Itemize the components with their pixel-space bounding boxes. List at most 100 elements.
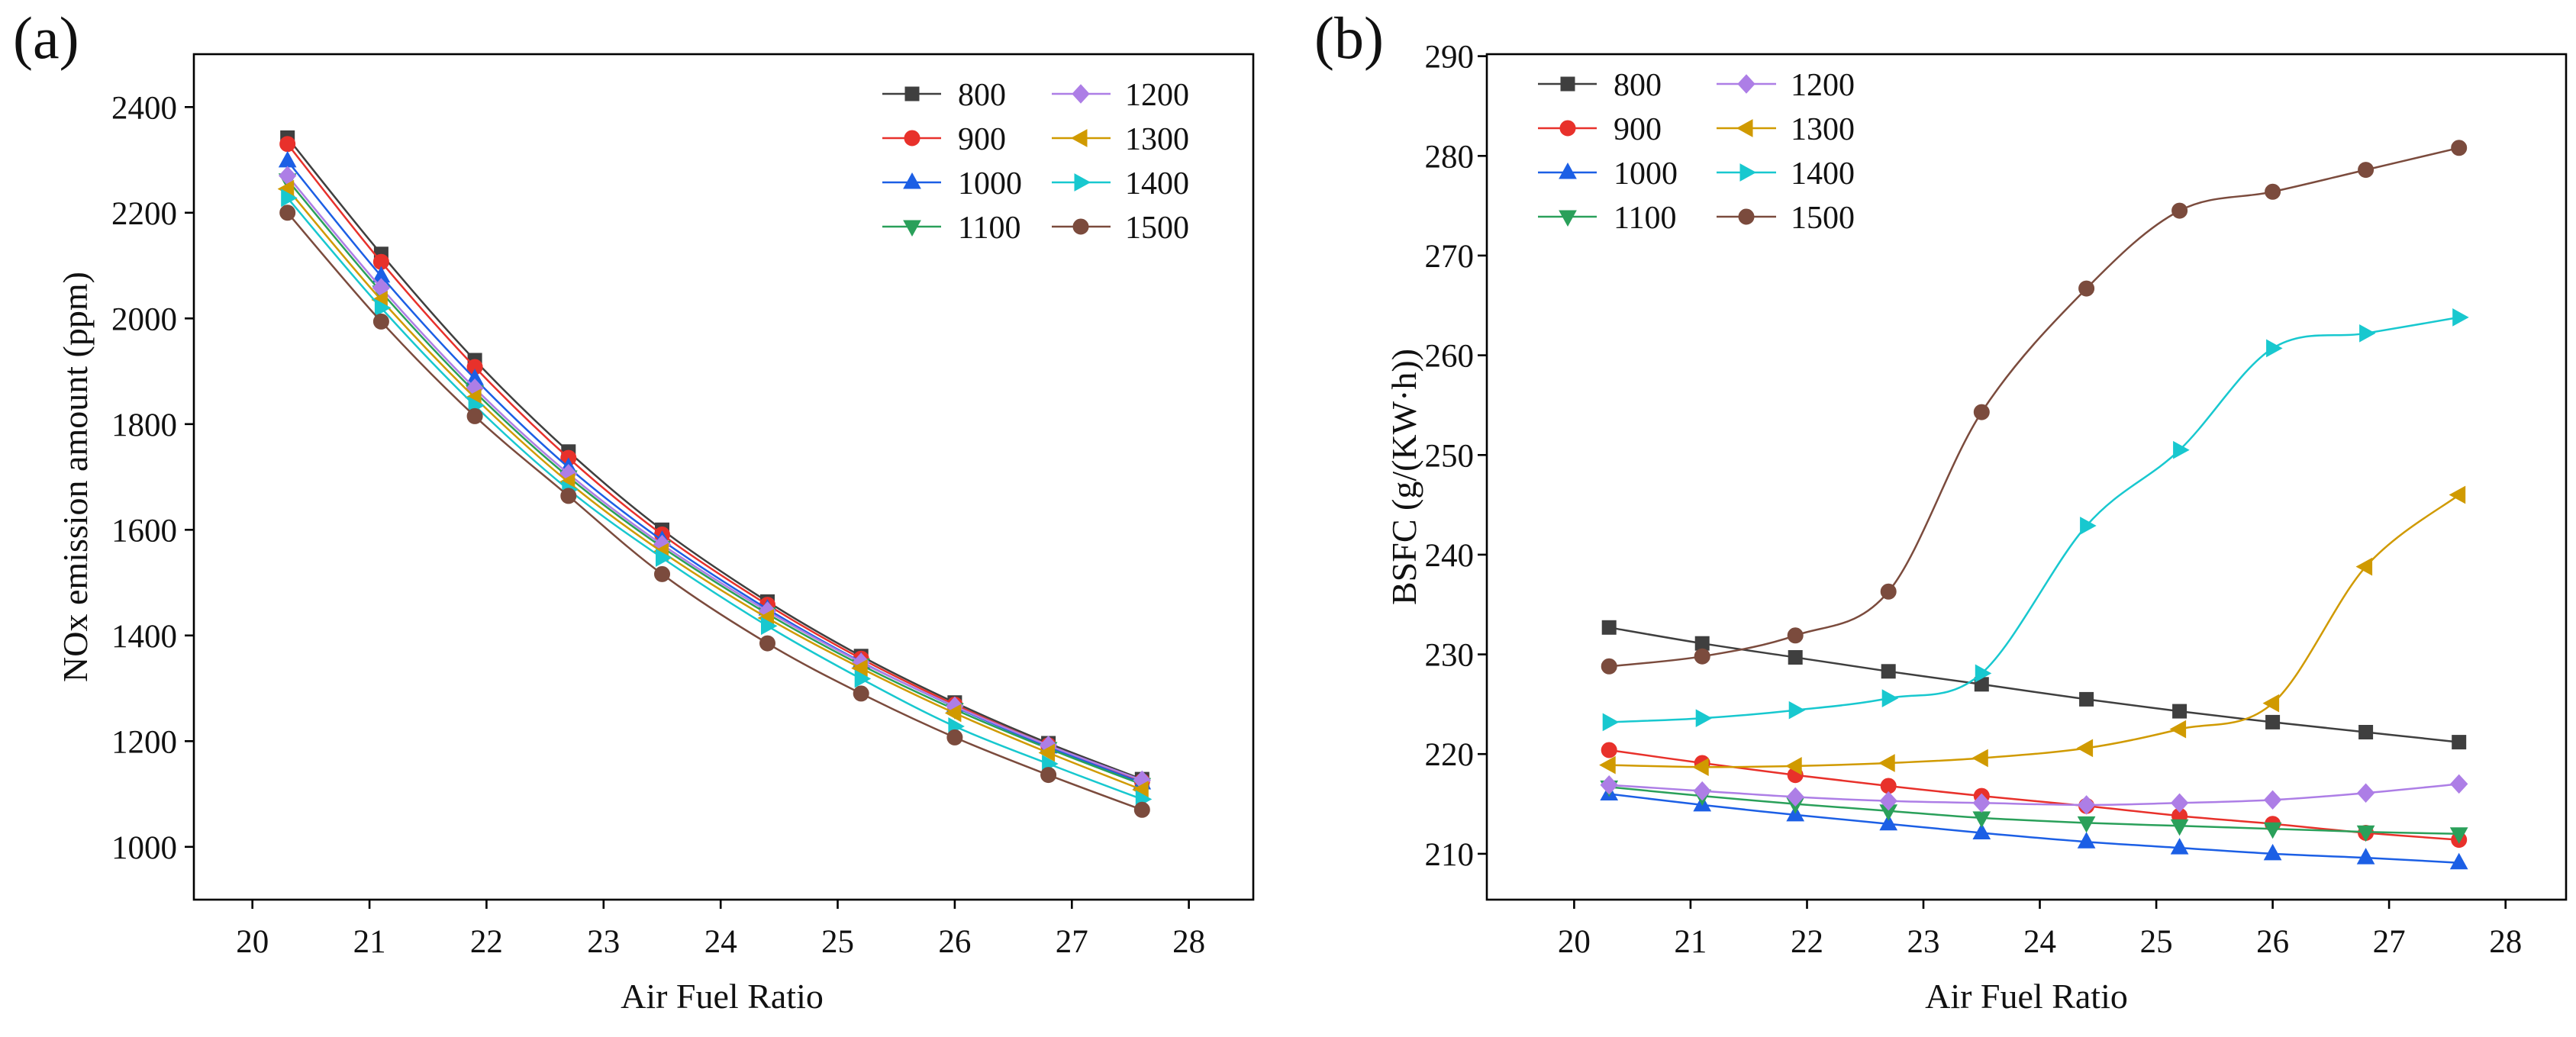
series-1400 xyxy=(1602,308,2469,732)
data-point-800 xyxy=(1788,650,1803,665)
data-point-800 xyxy=(2358,725,2374,739)
data-point-800 xyxy=(2172,704,2188,719)
series-1400 xyxy=(281,188,1153,809)
data-point-1400 xyxy=(761,617,778,636)
plot-frame xyxy=(192,53,1255,901)
legend-item-800: 800 xyxy=(882,78,1006,113)
data-point-1400 xyxy=(1602,713,1620,732)
series-line-1500 xyxy=(1609,147,2459,668)
data-point-1200 xyxy=(1972,793,1991,813)
legend-label-1500: 1500 xyxy=(1125,211,1189,246)
legend-item-1500: 1500 xyxy=(1717,201,1855,236)
data-point-1500 xyxy=(759,635,775,652)
data-point-1500 xyxy=(2451,140,2468,156)
legend-label-1100: 1100 xyxy=(958,211,1020,246)
series-line-800 xyxy=(1608,626,2459,743)
legend-label-1000: 1000 xyxy=(958,166,1022,201)
series-line-1100 xyxy=(1609,786,2459,836)
legend-item-1400: 1400 xyxy=(1052,166,1189,201)
data-point-1300 xyxy=(2076,739,2094,758)
data-point-1300 xyxy=(944,704,962,723)
series-1100 xyxy=(278,173,1152,795)
legend-label-800: 800 xyxy=(1614,68,1662,103)
data-point-1000 xyxy=(2449,852,2468,870)
legend-marker-1300 xyxy=(1070,129,1088,147)
y-tick-label: 2400 xyxy=(111,90,177,126)
series-1500 xyxy=(279,205,1150,818)
data-point-1300 xyxy=(851,659,868,678)
data-point-1500 xyxy=(1880,583,1897,600)
data-point-1100 xyxy=(2263,822,2282,839)
legend-item-1300: 1300 xyxy=(1717,112,1855,147)
x-tick-label: 26 xyxy=(938,924,971,960)
data-point-1200 xyxy=(1693,781,1711,801)
y-tick-label: 250 xyxy=(1425,438,1475,474)
legend-marker-900 xyxy=(1559,120,1576,137)
legend-label-900: 900 xyxy=(1614,112,1662,147)
data-point-1500 xyxy=(1694,648,1710,665)
data-point-1500 xyxy=(372,313,389,330)
data-point-1100 xyxy=(2077,816,2096,833)
data-point-1300 xyxy=(1785,757,1802,775)
legend-marker-800 xyxy=(904,86,920,101)
legend-marker-1500 xyxy=(1072,218,1089,235)
data-point-1500 xyxy=(654,565,670,582)
legend-marker-1500 xyxy=(1738,208,1755,225)
x-axis-title: Air Fuel Ratio xyxy=(1925,977,2128,1016)
legend-item-1100: 1100 xyxy=(882,211,1020,246)
legend-item-1000: 1000 xyxy=(1538,156,1678,192)
data-point-1300 xyxy=(2262,694,2280,713)
data-point-1200 xyxy=(2450,774,2468,794)
legend-item-1300: 1300 xyxy=(1052,122,1189,157)
series-1100 xyxy=(1600,780,2468,844)
legend-marker-1300 xyxy=(1736,119,1753,137)
y-tick-label: 1400 xyxy=(111,619,177,655)
data-point-1400 xyxy=(1975,664,1992,683)
data-point-1200 xyxy=(2077,795,2096,815)
y-tick-label: 280 xyxy=(1425,139,1475,175)
data-point-1400 xyxy=(2452,308,2469,327)
y-tick-label: 230 xyxy=(1425,638,1475,674)
data-point-800 xyxy=(2452,735,2467,750)
y-tick-label: 2200 xyxy=(111,196,177,232)
data-point-900 xyxy=(1601,742,1617,758)
data-point-1300 xyxy=(1038,743,1056,762)
data-point-1200 xyxy=(1786,787,1804,807)
legend-marker-1000 xyxy=(903,172,921,189)
plot-frame xyxy=(1485,53,2568,901)
x-tick-label: 23 xyxy=(1907,924,1940,960)
x-tick-label: 28 xyxy=(1172,924,1205,960)
legend-marker-1100 xyxy=(1559,210,1577,227)
series-line-1000 xyxy=(286,160,1143,784)
legend-marker-1100 xyxy=(903,220,921,237)
data-point-1400 xyxy=(374,298,392,317)
data-point-1300 xyxy=(2355,557,2373,576)
data-point-1500 xyxy=(466,407,483,424)
series-1000 xyxy=(278,150,1152,790)
series-1500 xyxy=(1601,140,2468,675)
data-point-1100 xyxy=(2170,819,2189,836)
data-point-1300 xyxy=(1971,749,1988,768)
x-tick-label: 23 xyxy=(587,924,620,960)
x-tick-label: 22 xyxy=(470,924,503,960)
series-line-1300 xyxy=(1609,494,2460,768)
data-point-1000 xyxy=(1972,823,1991,839)
y-tick-label: 1000 xyxy=(111,830,177,866)
data-point-800 xyxy=(1694,636,1710,651)
legend-marker-800 xyxy=(1560,76,1575,92)
y-axis: 210 220 230 240 250 260 270 280 290 xyxy=(1425,40,1487,873)
legend: 800 900 1000 1100 1200 1300 1400 1500 xyxy=(1538,68,1855,236)
series-800 xyxy=(1601,620,2467,750)
series-line-1500 xyxy=(286,211,1143,811)
x-tick-label: 26 xyxy=(2256,924,2289,960)
data-point-1500 xyxy=(2358,162,2374,179)
y-tick-label: 1200 xyxy=(111,724,177,760)
data-point-1500 xyxy=(1787,627,1804,644)
data-point-1400 xyxy=(1881,689,1899,707)
data-point-1400 xyxy=(281,188,298,208)
legend-marker-1400 xyxy=(1739,163,1757,182)
data-point-1400 xyxy=(2266,339,2283,358)
y-tick-label: 1600 xyxy=(111,513,177,549)
data-point-1000 xyxy=(2263,843,2282,861)
data-point-1000 xyxy=(2170,838,2189,855)
